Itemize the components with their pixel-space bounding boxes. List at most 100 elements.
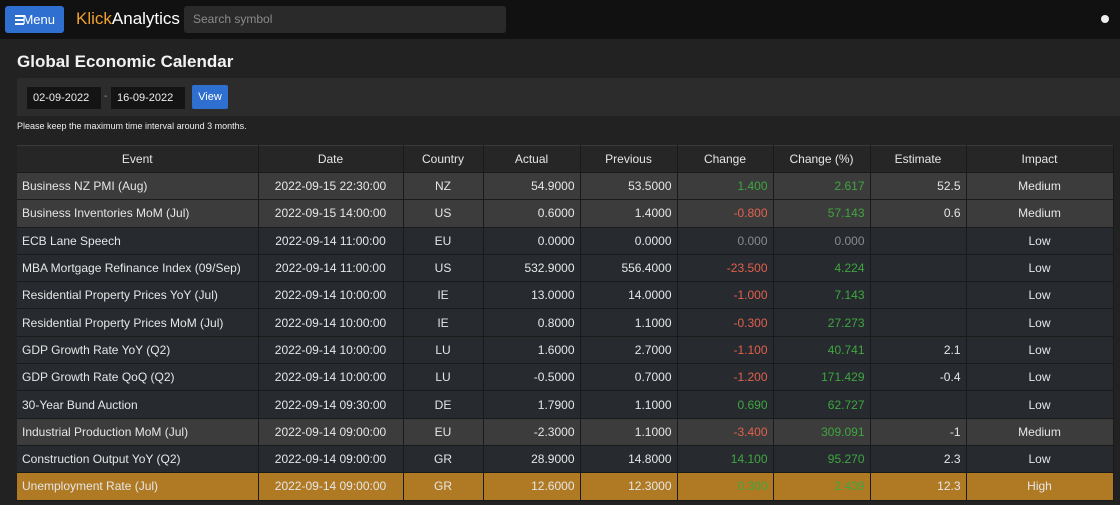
table-cell: 0.6 <box>870 199 967 228</box>
table-cell: 14.0000 <box>580 281 678 310</box>
table-cell: Business Inventories MoM (Jul) <box>17 199 259 228</box>
table-cell: 1.1000 <box>580 418 678 446</box>
table-cell: Medium <box>966 418 1114 446</box>
table-cell <box>870 390 967 419</box>
table-cell: EU <box>403 418 484 446</box>
table-cell: US <box>403 254 484 283</box>
column-header: Impact <box>966 145 1114 173</box>
table-row[interactable]: MBA Mortgage Refinance Index (09/Sep) 202… <box>17 254 1114 283</box>
table-cell <box>870 254 967 283</box>
table-cell: 2.617 <box>773 172 871 201</box>
table-cell: 53.5000 <box>580 172 678 201</box>
table-cell: 1.1000 <box>580 308 678 337</box>
table-cell: 171.429 <box>773 363 871 392</box>
table-row[interactable]: Business Inventories MoM (Jul) 2022-09-15… <box>17 199 1114 228</box>
table-cell: Business NZ PMI (Aug) <box>17 172 259 201</box>
date-from[interactable]: 02-09-2022 <box>27 87 101 109</box>
table-cell: Low <box>966 227 1114 255</box>
brand[interactable]: KlickAnalytics <box>76 9 180 29</box>
table-cell: 2022-09-14 11:00:00 <box>258 227 404 255</box>
table-cell: 1.6000 <box>483 336 581 365</box>
table-row[interactable]: Industrial Production MoM (Jul) 2022-09-1… <box>17 418 1114 446</box>
table-cell: Medium <box>966 199 1114 228</box>
table-cell: 0.000 <box>773 227 871 255</box>
table-cell: Construction Output YoY (Q2) <box>17 445 259 474</box>
table-cell: 30-Year Bund Auction <box>17 390 259 419</box>
table-cell: Low <box>966 363 1114 392</box>
table-cell: -1.200 <box>677 363 774 392</box>
table-cell: EU <box>403 227 484 255</box>
table-cell: 95.270 <box>773 445 871 474</box>
table-cell: Residential Property Prices MoM (Jul) <box>17 308 259 337</box>
table-cell: 12.6000 <box>483 472 581 501</box>
table-cell: LU <box>403 336 484 365</box>
status-dot[interactable] <box>1101 15 1109 23</box>
table-cell: -1.100 <box>677 336 774 365</box>
table-cell: -1 <box>870 418 967 446</box>
table-row[interactable]: 30-Year Bund Auction 2022-09-14 09:30:00 D… <box>17 390 1114 419</box>
table-row[interactable]: Residential Property Prices YoY (Jul) 202… <box>17 281 1114 310</box>
table-cell: -1.000 <box>677 281 774 310</box>
table-cell: 12.3000 <box>580 472 678 501</box>
table-cell: -0.800 <box>677 199 774 228</box>
table-cell: 7.143 <box>773 281 871 310</box>
table-cell: Low <box>966 390 1114 419</box>
table-row[interactable]: Unemployment Rate (Jul) 2022-09-14 09:00:… <box>17 472 1114 501</box>
table-cell: 0.8000 <box>483 308 581 337</box>
column-header: Change (%) <box>773 145 871 173</box>
table-cell: 2022-09-14 10:00:00 <box>258 308 404 337</box>
table-row[interactable]: ECB Lane Speech 2022-09-14 11:00:00 EU 0.00… <box>17 227 1114 255</box>
column-header: Previous <box>580 145 678 173</box>
table-row[interactable]: Residential Property Prices MoM (Jul) 202… <box>17 308 1114 337</box>
table-cell: 4.224 <box>773 254 871 283</box>
table-cell: NZ <box>403 172 484 201</box>
table-cell: 0.7000 <box>580 363 678 392</box>
table-cell: 2022-09-14 11:00:00 <box>258 254 404 283</box>
table-cell <box>870 281 967 310</box>
table-cell: 2022-09-14 10:00:00 <box>258 281 404 310</box>
search-input[interactable]: Search symbol <box>184 6 506 33</box>
menu-button[interactable]: Menu <box>5 6 64 33</box>
table-cell: 28.9000 <box>483 445 581 474</box>
table-cell: ECB Lane Speech <box>17 227 259 255</box>
table-row[interactable]: Construction Output YoY (Q2) 2022-09-14 0… <box>17 445 1114 474</box>
table-row[interactable]: Business NZ PMI (Aug) 2022-09-15 22:30:00… <box>17 172 1114 201</box>
table-cell: 2.439 <box>773 472 871 501</box>
table-cell: 27.273 <box>773 308 871 337</box>
navbar: Menu KlickAnalytics Search symbol <box>0 0 1120 39</box>
table-cell: Low <box>966 336 1114 365</box>
table-cell: 52.5 <box>870 172 967 201</box>
table-cell: 0.6000 <box>483 199 581 228</box>
table-cell: Low <box>966 445 1114 474</box>
table-cell: 2.1 <box>870 336 967 365</box>
table-row[interactable]: GDP Growth Rate YoY (Q2) 2022-09-14 10:00… <box>17 336 1114 365</box>
table-cell: DE <box>403 390 484 419</box>
column-header: Estimate <box>870 145 967 173</box>
view-button[interactable]: View <box>192 85 228 109</box>
table-cell: Low <box>966 308 1114 337</box>
date-separator: - <box>104 91 108 102</box>
table-cell: 2022-09-14 09:30:00 <box>258 390 404 419</box>
table-cell <box>870 308 967 337</box>
table-cell: 57.143 <box>773 199 871 228</box>
table-cell: 0.300 <box>677 472 774 501</box>
table-cell: GR <box>403 472 484 501</box>
column-header: Date <box>258 145 404 173</box>
table-cell: 532.9000 <box>483 254 581 283</box>
brand-part: Analytics <box>111 9 180 28</box>
date-to[interactable]: 16-09-2022 <box>111 87 185 109</box>
table-cell <box>870 227 967 255</box>
table-cell: 1.1000 <box>580 390 678 419</box>
table-cell: Medium <box>966 172 1114 201</box>
table-cell: 2022-09-14 09:00:00 <box>258 445 404 474</box>
table-cell: -0.5000 <box>483 363 581 392</box>
table-row[interactable]: GDP Growth Rate QoQ (Q2) 2022-09-14 10:00… <box>17 363 1114 392</box>
table-cell: Residential Property Prices YoY (Jul) <box>17 281 259 310</box>
table-cell: 54.9000 <box>483 172 581 201</box>
table-cell: 14.8000 <box>580 445 678 474</box>
calendar-table: Event Date Country Actual Previous Change Chan… <box>17 145 1114 501</box>
table-cell: LU <box>403 363 484 392</box>
table-cell: MBA Mortgage Refinance Index (09/Sep) <box>17 254 259 283</box>
